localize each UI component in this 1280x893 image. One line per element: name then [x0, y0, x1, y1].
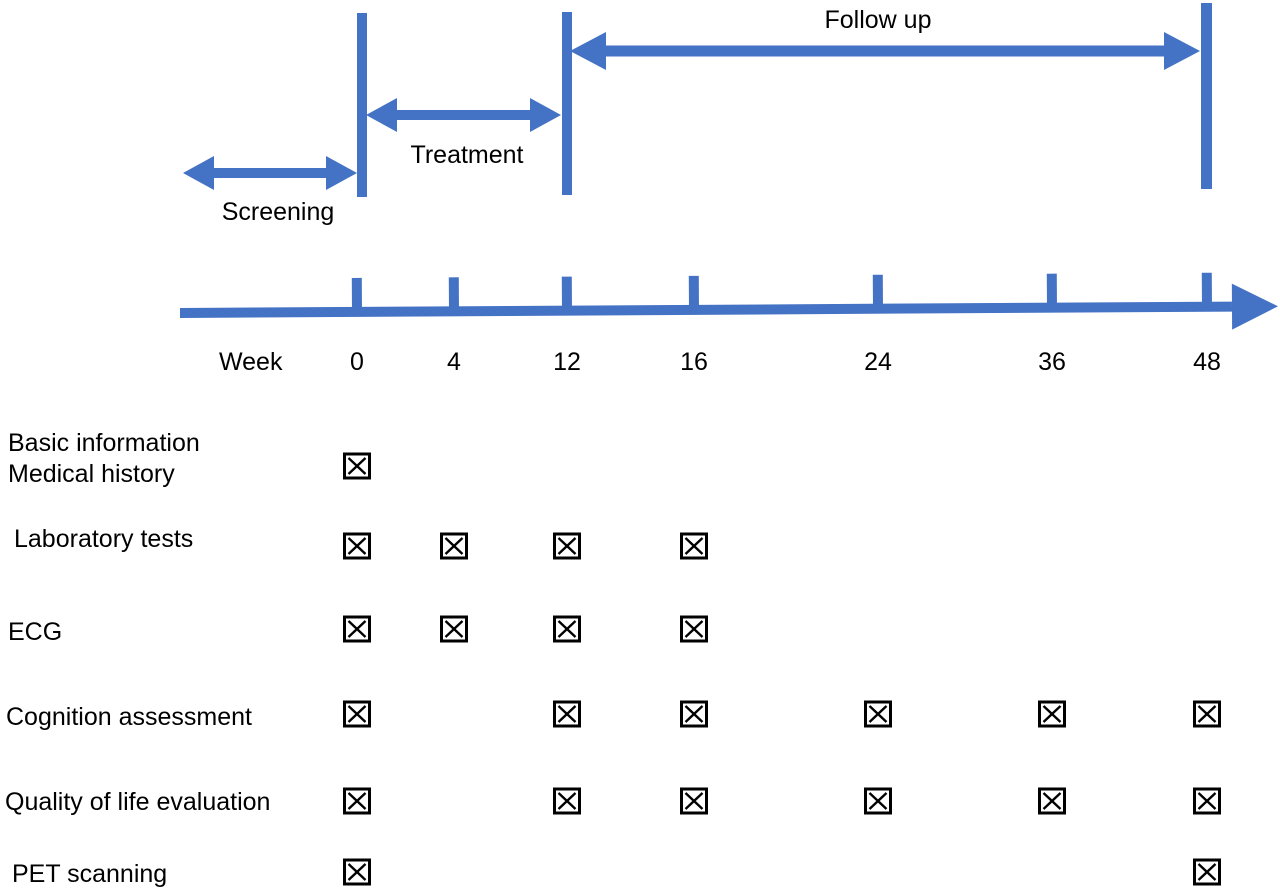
row-label-quality-of-life-evaluation: Quality of life evaluation [5, 787, 270, 818]
x-mark-icon [347, 705, 367, 723]
x-mark-icon [557, 620, 577, 638]
week-axis-tick-16 [688, 275, 699, 310]
x-mark-icon [557, 705, 577, 723]
checkbox-ecg-week-4 [440, 615, 468, 643]
x-mark-icon [347, 457, 367, 475]
week-number-label-48: 48 [1193, 348, 1221, 376]
follow-up-span-arrow [570, 32, 1200, 70]
x-mark-icon [557, 537, 577, 555]
checkbox-laboratory-tests-week-4 [440, 532, 468, 560]
checkbox-pet-scanning-week-0 [343, 858, 371, 886]
x-mark-icon [444, 537, 464, 555]
checkbox-cognition-assessment-week-24 [864, 700, 892, 728]
x-mark-icon [444, 620, 464, 638]
week-axis-tick-36 [1046, 273, 1057, 308]
x-mark-icon [684, 705, 704, 723]
screening-label: Screening [221, 198, 335, 226]
row-label-line: ECG [8, 618, 63, 646]
checkbox-ecg-week-16 [680, 615, 708, 643]
checkbox-laboratory-tests-week-12 [553, 532, 581, 560]
phase-boundary-bar-week-12 [562, 12, 572, 195]
week-axis [179, 272, 1278, 330]
row-label-line: Laboratory tests [14, 525, 194, 553]
week-axis-label: Week [219, 348, 283, 376]
week-number-label-16: 16 [680, 348, 708, 376]
week-axis-tick-4 [448, 277, 459, 312]
week-axis-tick-0 [351, 277, 362, 312]
week-number-label-36: 36 [1038, 348, 1066, 376]
x-mark-icon [557, 792, 577, 810]
x-mark-icon [684, 537, 704, 555]
week-number-label-24: 24 [864, 348, 892, 376]
treatment-span-arrow [366, 98, 561, 132]
row-label-line: Basic information [8, 429, 200, 457]
x-mark-icon [1197, 792, 1217, 810]
x-mark-icon [347, 620, 367, 638]
checkbox-quality-of-life-evaluation-week-16 [680, 787, 708, 815]
week-axis-tick-24 [872, 274, 883, 309]
checkbox-laboratory-tests-week-16 [680, 532, 708, 560]
x-mark-icon [1197, 863, 1217, 881]
checkbox-cognition-assessment-week-36 [1038, 700, 1066, 728]
week-number-label-0: 0 [350, 348, 364, 376]
checkbox-quality-of-life-evaluation-week-48 [1193, 787, 1221, 815]
checkbox-cognition-assessment-week-0 [343, 700, 371, 728]
row-label-line: PET scanning [12, 860, 168, 888]
screening-span-arrow [183, 156, 357, 190]
x-mark-icon [1197, 705, 1217, 723]
phase-boundary-bar-week-48 [1201, 3, 1212, 189]
row-label-line: Medical history [8, 460, 175, 488]
checkbox-cognition-assessment-week-16 [680, 700, 708, 728]
x-mark-icon [868, 705, 888, 723]
follow-up-label: Follow up [824, 6, 932, 34]
week-axis-tick-48 [1201, 272, 1212, 307]
row-label-line: Cognition assessment [6, 703, 252, 731]
week-number-label-4: 4 [447, 348, 461, 376]
checkbox-quality-of-life-evaluation-week-12 [553, 787, 581, 815]
x-mark-icon [347, 537, 367, 555]
checkbox-quality-of-life-evaluation-week-36 [1038, 787, 1066, 815]
row-label-basic-information-medical-history: Basic information Medical history [8, 428, 200, 490]
week-axis-tick-12 [561, 276, 572, 311]
checkbox-cognition-assessment-week-12 [553, 700, 581, 728]
x-mark-icon [684, 792, 704, 810]
checkbox-ecg-week-0 [343, 615, 371, 643]
checkbox-laboratory-tests-week-0 [343, 532, 371, 560]
treatment-label: Treatment [410, 141, 524, 169]
week-axis-line [179, 301, 1233, 318]
checkbox-ecg-week-12 [553, 615, 581, 643]
x-mark-icon [1042, 705, 1062, 723]
checkbox-basic-information-medical-history-week-0 [343, 452, 371, 480]
checkbox-pet-scanning-week-48 [1193, 858, 1221, 886]
row-label-laboratory-tests: Laboratory tests [14, 524, 193, 555]
x-mark-icon [347, 792, 367, 810]
x-mark-icon [684, 620, 704, 638]
x-mark-icon [868, 792, 888, 810]
x-mark-icon [347, 863, 367, 881]
week-number-label-12: 12 [553, 348, 581, 376]
week-axis-ticks [351, 272, 1212, 312]
checkbox-quality-of-life-evaluation-week-0 [343, 787, 371, 815]
checkbox-cognition-assessment-week-48 [1193, 700, 1221, 728]
row-label-cognition-assessment: Cognition assessment [6, 702, 252, 733]
checkbox-quality-of-life-evaluation-week-24 [864, 787, 892, 815]
phase-boundary-bar-week-0 [357, 13, 367, 197]
row-label-line: Quality of life evaluation [5, 788, 271, 816]
week-axis-arrowhead-icon [1231, 283, 1278, 330]
row-label-ecg: ECG [8, 617, 62, 648]
row-label-pet-scanning: PET scanning [12, 859, 167, 890]
x-mark-icon [1042, 792, 1062, 810]
